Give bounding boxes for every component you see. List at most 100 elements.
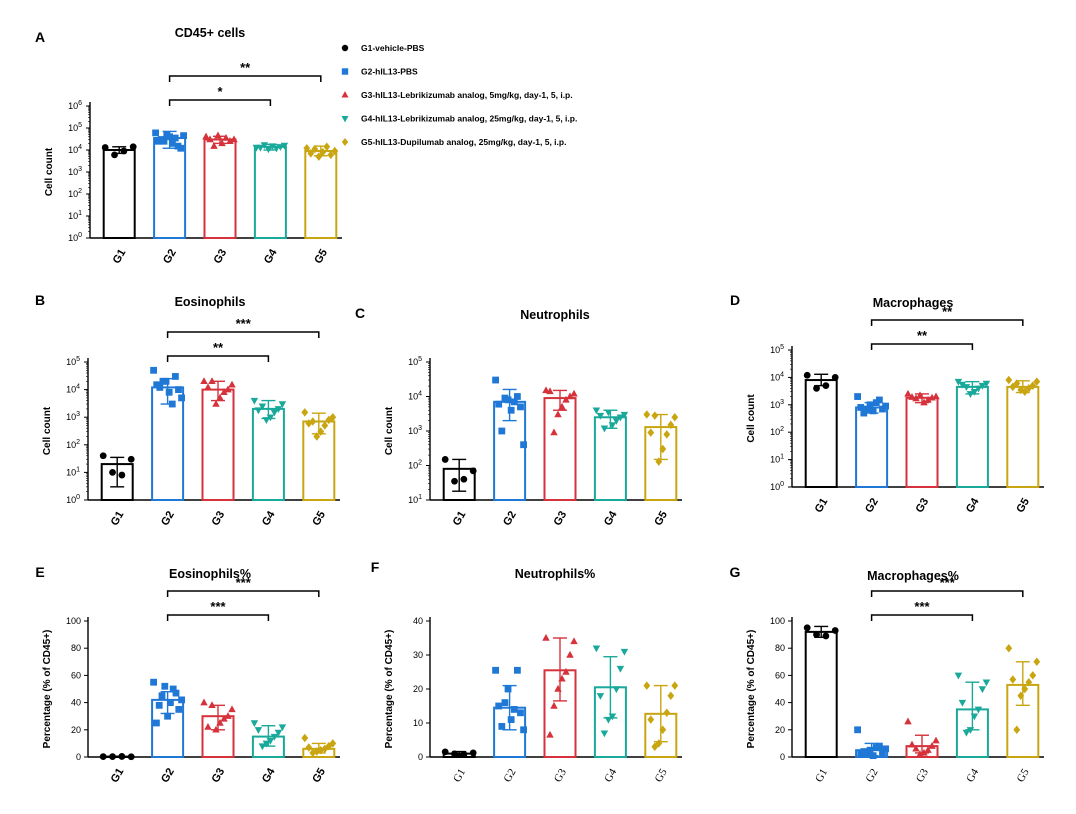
data-point-G4 [268, 143, 277, 151]
data-point-G4 [982, 380, 991, 388]
x-tick-label: G2 [159, 766, 177, 785]
tick-exponent: 0 [780, 481, 784, 488]
data-point-G3 [226, 137, 234, 144]
y-tick-label: 40 [775, 698, 785, 708]
tick-exponent: 2 [78, 188, 82, 195]
data-point-G5 [311, 144, 319, 154]
x-tick-label: G1 [109, 509, 127, 528]
panel-label: B [35, 292, 45, 308]
x-tick-label: G1 [813, 767, 830, 785]
data-point-G4 [604, 409, 613, 417]
data-point-G5 [1017, 691, 1025, 701]
data-point-G5 [331, 146, 339, 156]
data-point-G1 [129, 143, 137, 151]
data-point-G5 [317, 427, 325, 436]
data-point-G2 [863, 749, 871, 757]
data-point-G3 [202, 132, 210, 140]
tick-exponent: 4 [78, 144, 82, 151]
data-point-G1 [99, 452, 107, 460]
data-point-G2 [854, 393, 861, 400]
significance-label: *** [236, 575, 252, 590]
data-point-G1 [831, 627, 839, 634]
panel-label: C [355, 305, 365, 321]
data-point-G4 [970, 389, 979, 396]
data-point-G3 [224, 712, 232, 719]
data-point-G4 [596, 693, 605, 700]
x-tick-label: G5 [1014, 496, 1032, 515]
data-point-G2 [513, 393, 521, 400]
chart-title: Neutrophils [520, 308, 589, 322]
data-point-G2 [155, 137, 162, 145]
bar-G2 [855, 406, 889, 488]
legend-entry: G2-hIL13-PBS [361, 67, 418, 77]
y-tick-label: 102 [66, 439, 80, 450]
data-point-G5 [305, 419, 313, 428]
data-point-G4 [266, 414, 275, 422]
data-point-G2 [869, 752, 877, 760]
tick-base: 10 [66, 385, 76, 395]
bar-G2 [153, 137, 187, 239]
bar-G1 [102, 149, 136, 239]
y-tick-label: 80 [775, 643, 785, 653]
data-point-G3 [200, 698, 208, 706]
data-point-G3 [566, 392, 574, 400]
data-point-G2 [161, 682, 169, 690]
data-point-G2 [854, 726, 861, 734]
data-point-G4 [974, 385, 983, 393]
data-point-G1 [813, 384, 820, 392]
tick-exponent: 3 [76, 411, 80, 418]
data-point-G3 [924, 395, 932, 403]
significance-bracket [870, 590, 1024, 597]
data-point-G5 [663, 708, 671, 718]
data-point-G5 [667, 691, 675, 701]
data-point-G5 [1025, 384, 1033, 393]
significance-label: *** [236, 316, 252, 331]
tick-exponent: 2 [418, 460, 422, 467]
data-point-G1 [469, 467, 477, 475]
data-point-G5 [1017, 385, 1025, 395]
panel-label: D [730, 292, 740, 308]
data-point-G5 [301, 408, 309, 417]
significance-bracket [166, 614, 270, 621]
data-point-G4 [274, 729, 283, 737]
x-tick-label: G3 [552, 509, 570, 528]
y-tick-label: 103 [68, 166, 82, 177]
tick-exponent: 1 [780, 454, 784, 461]
data-point-G3 [932, 736, 940, 744]
x-tick-label: G4 [964, 495, 982, 514]
data-point-G3 [206, 135, 214, 143]
data-point-G2 [495, 400, 503, 408]
data-point-G2 [175, 386, 182, 393]
x-tick-label: G3 [210, 766, 228, 785]
data-point-G1 [441, 456, 449, 463]
data-point-G3 [550, 701, 558, 709]
data-point-G3 [200, 377, 208, 385]
data-point-G5 [671, 413, 679, 422]
panel-G: G Macrophages% Percentage (% of CD45+) 0 20 4… [730, 564, 1044, 784]
tick-exponent: 4 [780, 371, 784, 378]
data-point-G2 [153, 719, 160, 727]
data-point-G5 [1029, 381, 1037, 390]
data-point-G3 [228, 380, 236, 388]
y-tick-label: 100 [770, 481, 784, 492]
tick-exponent: 5 [418, 356, 422, 363]
significance-label: ** [942, 304, 953, 319]
data-point-G3 [208, 377, 216, 385]
data-point-G1 [441, 748, 449, 756]
x-tick-label: G1 [451, 767, 468, 785]
data-point-G2 [501, 394, 509, 402]
data-point-G3 [212, 725, 220, 733]
data-point-G2 [178, 696, 185, 704]
y-axis-label: Percentage (% of CD45+) [384, 630, 395, 749]
data-point-G3 [928, 742, 936, 749]
data-point-G4 [270, 409, 279, 417]
data-point-G2 [869, 407, 877, 415]
data-point-G2 [498, 427, 506, 435]
data-point-G5 [325, 415, 333, 425]
data-point-G4 [608, 713, 617, 721]
legend-marker [341, 91, 349, 98]
tick-exponent: 1 [76, 466, 80, 473]
